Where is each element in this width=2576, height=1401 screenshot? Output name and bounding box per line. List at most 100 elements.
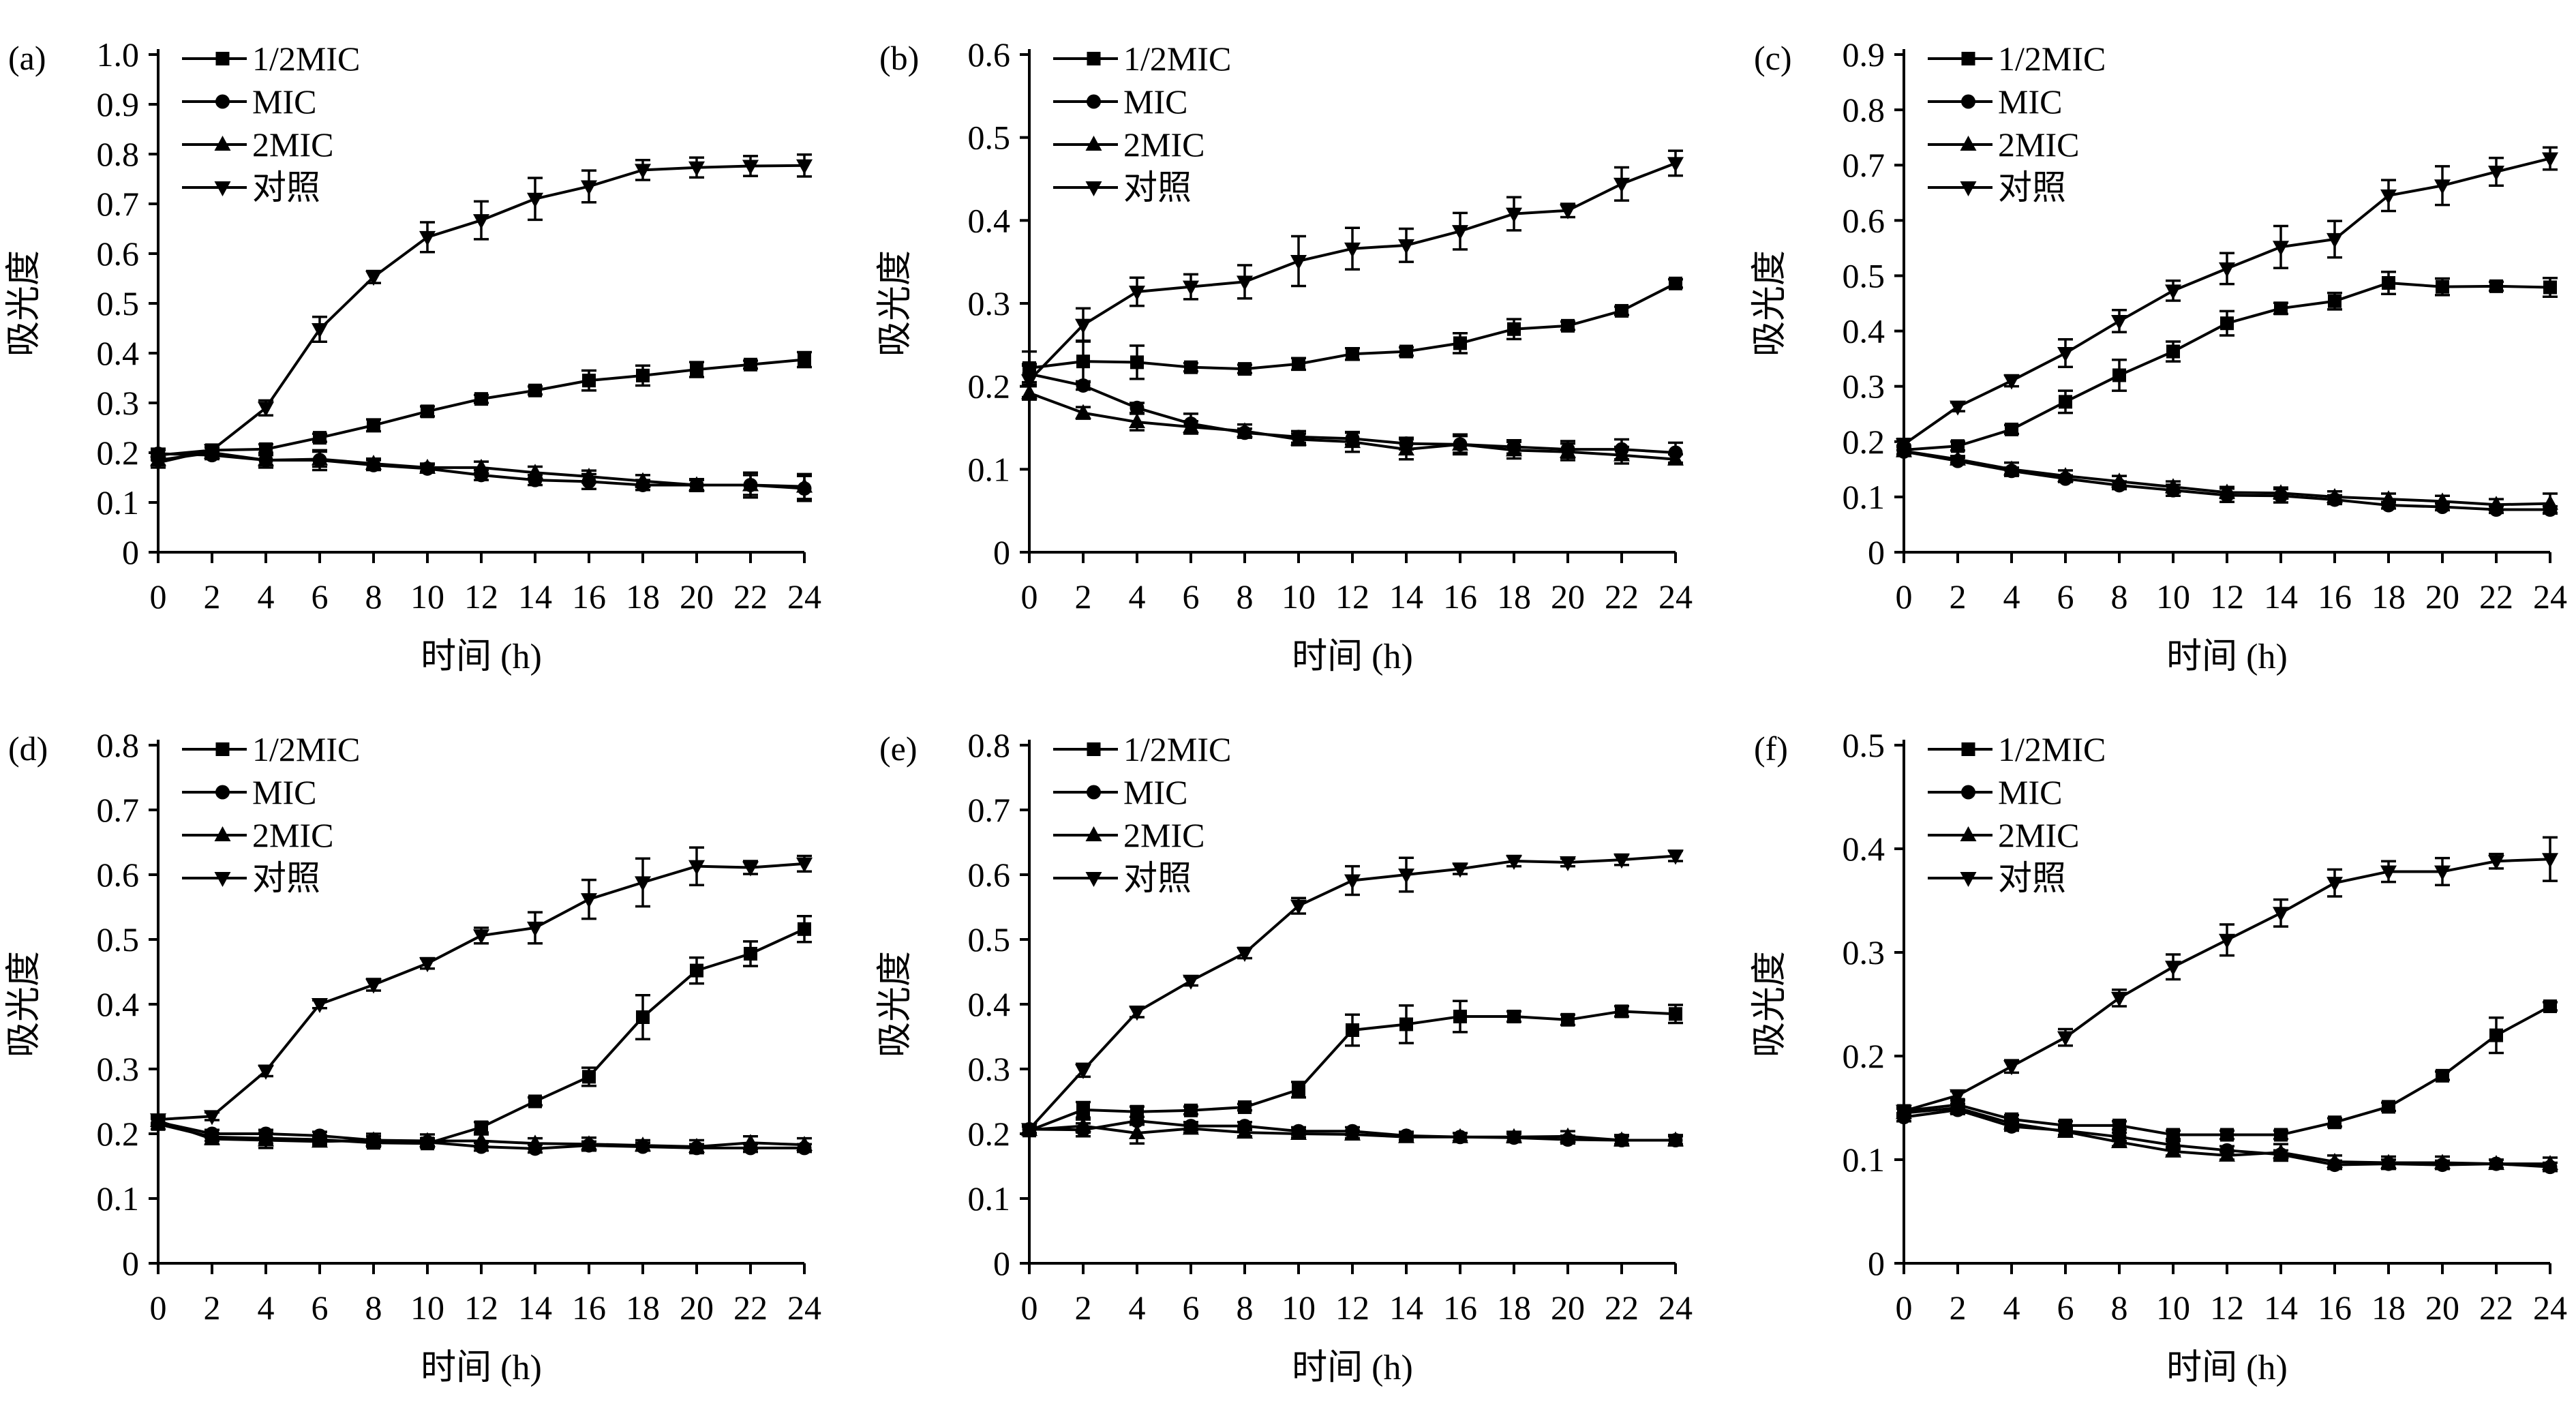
data-point — [688, 161, 705, 177]
x-tick-label: 2 — [204, 577, 221, 616]
x-tick-label: 22 — [2479, 1289, 2513, 1327]
legend-label: 对照 — [1123, 168, 1192, 207]
legend: 1/2MIC MIC 2MIC 对照 — [182, 730, 360, 897]
data-point — [1184, 1103, 1198, 1117]
data-point — [473, 929, 489, 945]
x-tick-label: 20 — [680, 1289, 714, 1327]
data-point — [1129, 1006, 1145, 1021]
data-point — [1075, 318, 1091, 334]
data-point — [1237, 946, 1253, 962]
data-point — [2489, 279, 2503, 293]
legend-marker — [214, 872, 231, 887]
legend-marker — [215, 785, 230, 800]
data-point — [1290, 1125, 1307, 1140]
data-point — [2382, 275, 2395, 290]
data-point — [2166, 1128, 2180, 1142]
y-tick-label: 0.5 — [97, 920, 140, 959]
data-point — [581, 180, 597, 196]
data-point — [635, 1136, 651, 1152]
x-tick-label: 4 — [1129, 1289, 1146, 1327]
x-tick-label: 16 — [2318, 1289, 2352, 1327]
data-point — [1237, 275, 1253, 291]
data-point — [204, 1130, 220, 1145]
x-tick-label: 2 — [204, 1289, 221, 1327]
data-point — [367, 418, 380, 432]
x-tick-label: 10 — [410, 577, 444, 616]
legend-label: 对照 — [1123, 859, 1192, 897]
data-point — [2220, 1128, 2234, 1142]
data-point — [1290, 254, 1307, 270]
y-tick-label: 0.2 — [97, 434, 140, 472]
legend-marker — [1960, 872, 1977, 887]
data-point — [1560, 204, 1576, 220]
legend-label: 1/2MIC — [252, 40, 360, 78]
data-point — [2057, 467, 2074, 483]
series-2MIC — [1021, 384, 1684, 466]
legend-marker — [215, 742, 230, 756]
data-point — [2003, 374, 2020, 390]
data-point — [1129, 412, 1145, 428]
x-tick-label: 22 — [1605, 1289, 1639, 1327]
data-point — [1561, 1012, 1575, 1027]
data-point — [258, 451, 274, 466]
data-point — [2219, 933, 2235, 949]
y-tick-label: 0.8 — [97, 726, 140, 764]
x-tick-label: 0 — [150, 577, 167, 616]
y-tick-label: 0.5 — [968, 119, 1011, 157]
x-tick-label: 4 — [1129, 577, 1146, 616]
y-tick-label: 0.1 — [968, 1179, 1011, 1218]
data-point — [1076, 378, 1091, 393]
legend-marker — [1087, 742, 1101, 756]
data-point — [365, 1131, 382, 1147]
legend-marker — [215, 94, 230, 109]
data-point — [1452, 225, 1468, 241]
x-tick-label: 8 — [365, 1289, 382, 1327]
data-point — [2327, 1153, 2343, 1169]
data-point — [2112, 1118, 2126, 1132]
x-tick-label: 22 — [733, 1289, 768, 1327]
x-tick-label: 6 — [312, 577, 329, 616]
legend-marker — [1960, 826, 1977, 841]
y-tick-label: 0.4 — [1843, 312, 1885, 350]
data-point — [2273, 907, 2289, 922]
data-point — [1398, 1128, 1414, 1143]
panel-c: (c)00.10.20.30.40.50.60.70.80.90 2 4 6 8 10 12… — [1751, 35, 2567, 676]
data-point — [2003, 1114, 2020, 1130]
y-tick-label: 1.0 — [97, 35, 140, 74]
y-tick-label: 0.2 — [1843, 1037, 1885, 1075]
data-point — [2542, 1155, 2558, 1171]
series-1/2MIC — [1022, 276, 1683, 386]
data-point — [421, 404, 434, 419]
data-point — [2219, 1146, 2235, 1162]
data-point — [1667, 849, 1684, 865]
x-tick-label: 0 — [1021, 1289, 1038, 1327]
legend-marker — [1961, 785, 1975, 800]
legend-label: 2MIC — [1998, 125, 2079, 164]
data-point — [582, 1070, 596, 1084]
series-line — [157, 927, 805, 1145]
legend-label: MIC — [1998, 82, 2062, 121]
y-tick-label: 0.4 — [97, 985, 140, 1023]
y-axis-title: 吸光度 — [5, 951, 44, 1057]
x-tick-label: 18 — [626, 577, 660, 616]
x-tick-label: 24 — [1658, 577, 1693, 616]
data-point — [1669, 276, 1682, 290]
x-tick-label: 16 — [1443, 577, 1477, 616]
data-point — [474, 1120, 488, 1134]
data-point — [1950, 1099, 1966, 1114]
x-axis-title: 时间 (h) — [2166, 637, 2288, 676]
x-tick-label: 10 — [2156, 577, 2190, 616]
x-tick-label: 24 — [2533, 1289, 2567, 1327]
series-对照 — [1021, 849, 1684, 1139]
legend-label: 对照 — [252, 168, 320, 207]
y-tick-label: 0.5 — [97, 284, 140, 322]
y-tick-label: 0.4 — [1843, 830, 1885, 868]
data-point — [2057, 347, 2074, 362]
data-point — [581, 468, 597, 483]
x-tick-label: 2 — [1075, 577, 1092, 616]
data-point — [1615, 1004, 1628, 1019]
data-point — [1344, 433, 1361, 449]
x-tick-label: 14 — [518, 1289, 552, 1327]
y-tick-label: 0.7 — [968, 791, 1011, 829]
data-point — [1453, 336, 1467, 350]
